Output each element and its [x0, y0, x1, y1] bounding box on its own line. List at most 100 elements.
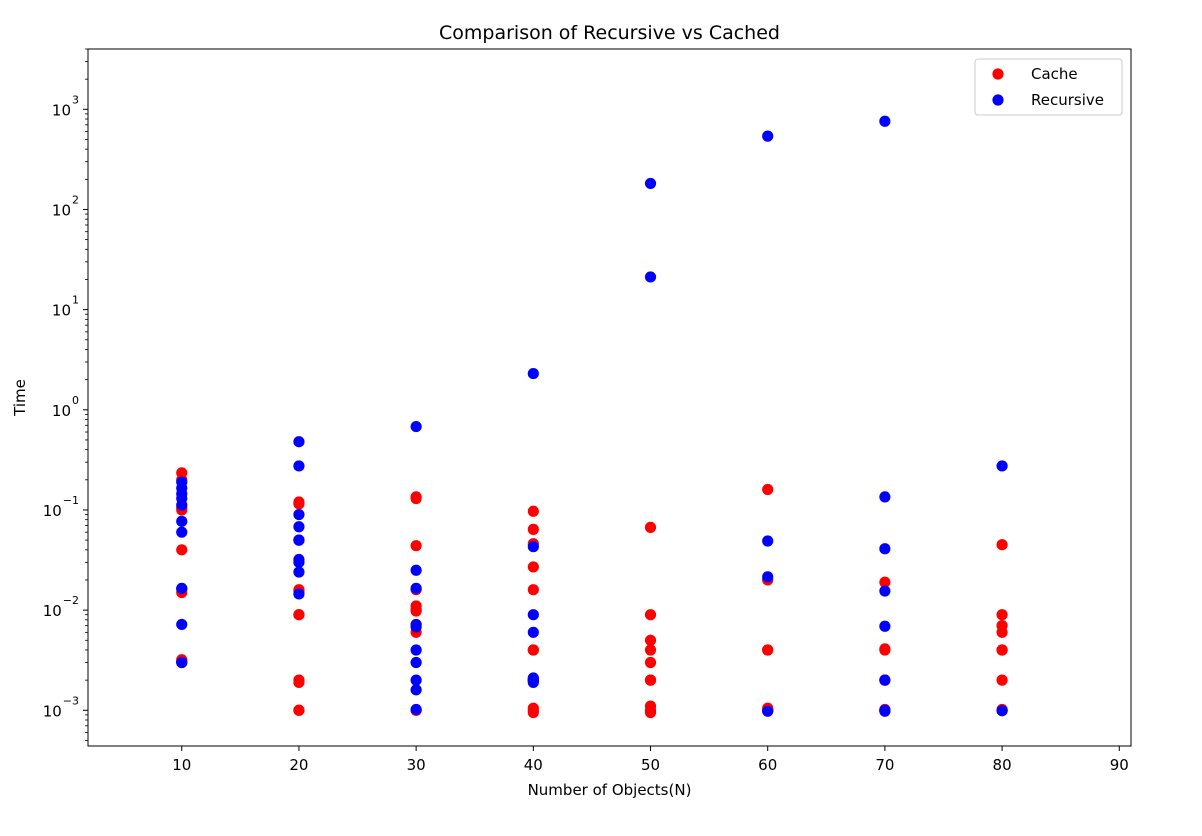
point-recursive — [410, 674, 422, 686]
point-recursive — [527, 626, 539, 638]
point-recursive — [293, 460, 305, 472]
point-cache — [644, 521, 657, 533]
point-recursive — [410, 644, 422, 656]
point-cache — [293, 676, 305, 688]
point-cache — [410, 540, 422, 552]
y-tick-label-base: 10 — [52, 201, 71, 219]
legend-box — [974, 58, 1123, 116]
point-cache — [996, 539, 1008, 551]
point-cache — [644, 644, 657, 656]
plot-frame — [87, 48, 1132, 747]
point-cache — [527, 584, 539, 596]
point-cache — [996, 626, 1008, 638]
point-recursive — [293, 436, 305, 448]
point-recursive — [410, 582, 422, 594]
point-recursive — [176, 526, 188, 538]
point-recursive — [879, 585, 891, 597]
point-cache — [879, 576, 891, 588]
y-tick-label-base: 10 — [52, 402, 71, 420]
point-recursive — [879, 543, 891, 555]
point-cache — [293, 704, 305, 716]
y-tick-label-exponent: 3 — [72, 93, 79, 106]
point-recursive — [527, 367, 539, 380]
point-cache — [762, 644, 774, 656]
point-cache — [410, 605, 422, 617]
legend-marker-cache — [992, 68, 1004, 80]
y-tick-label-base: 10 — [52, 101, 71, 119]
point-recursive — [527, 676, 539, 688]
point-cache — [527, 505, 539, 517]
x-tick-label: 90 — [1110, 756, 1129, 774]
y-tick-label-base: 10 — [52, 302, 71, 320]
legend-label-cache: Cache — [1031, 65, 1078, 83]
y-tick-label-exponent: 1 — [72, 294, 79, 307]
x-tick-label: 30 — [407, 756, 426, 774]
point-cache — [527, 523, 539, 535]
point-recursive — [762, 130, 774, 142]
point-cache — [879, 643, 891, 655]
point-cache — [996, 644, 1008, 656]
y-tick-label-exponent: −3 — [63, 694, 79, 707]
y-tick-label-exponent: 0 — [72, 394, 79, 407]
point-cache — [527, 644, 539, 656]
x-axis-label: Number of Objects(N) — [528, 781, 692, 799]
point-recursive — [996, 705, 1008, 717]
points-layer — [176, 115, 1008, 719]
y-axis-label: Time — [11, 379, 29, 417]
point-cache — [644, 634, 657, 646]
point-recursive — [176, 499, 188, 511]
point-cache — [644, 609, 657, 621]
point-cache — [293, 498, 305, 510]
point-recursive — [527, 541, 539, 553]
legend: Cache Recursive — [974, 58, 1123, 116]
legend-label-recursive: Recursive — [1031, 91, 1104, 109]
x-tick-label: 60 — [758, 756, 777, 774]
point-recursive — [762, 535, 774, 547]
point-recursive — [410, 703, 422, 716]
point-recursive — [644, 271, 657, 283]
point-cache — [410, 492, 422, 505]
point-recursive — [527, 609, 539, 621]
point-recursive — [176, 515, 188, 527]
axes-layer: 10 20 30 40 50 60 70 80 90−310−210−1100101102103… — [43, 48, 1129, 774]
point-cache — [996, 609, 1008, 621]
y-tick-label-base: 10 — [43, 702, 62, 720]
point-recursive — [879, 704, 891, 716]
x-tick-label: 80 — [993, 756, 1012, 774]
y-tick-label-exponent: 2 — [72, 193, 79, 206]
x-tick-label: 20 — [289, 756, 308, 774]
point-recursive — [879, 115, 891, 127]
point-recursive — [410, 656, 422, 669]
point-recursive — [293, 588, 305, 600]
point-recursive — [879, 620, 891, 632]
point-recursive — [879, 491, 891, 503]
x-tick-label: 10 — [172, 756, 191, 774]
point-recursive — [410, 564, 422, 576]
point-recursive — [410, 420, 422, 433]
point-recursive — [293, 508, 305, 521]
point-cache — [644, 674, 657, 686]
point-cache — [996, 674, 1008, 686]
point-cache — [527, 706, 539, 719]
point-recursive — [762, 571, 774, 583]
point-cache — [293, 609, 305, 621]
point-recursive — [176, 582, 188, 594]
point-recursive — [176, 618, 188, 631]
point-recursive — [410, 621, 422, 633]
point-recursive — [996, 460, 1008, 472]
point-recursive — [293, 566, 305, 578]
x-tick-label: 70 — [875, 756, 894, 774]
point-recursive — [879, 674, 891, 686]
y-tick-label-base: 10 — [43, 502, 62, 520]
legend-marker-recursive — [992, 94, 1004, 106]
x-tick-label: 50 — [641, 756, 660, 774]
y-tick-label-exponent: −1 — [63, 494, 79, 507]
point-recursive — [293, 521, 305, 533]
y-tick-label-base: 10 — [43, 602, 62, 620]
series-recursive — [176, 115, 1008, 717]
point-recursive — [176, 656, 188, 669]
point-recursive — [293, 534, 305, 546]
point-cache — [762, 483, 774, 496]
point-cache — [644, 706, 657, 719]
point-recursive — [762, 705, 774, 717]
